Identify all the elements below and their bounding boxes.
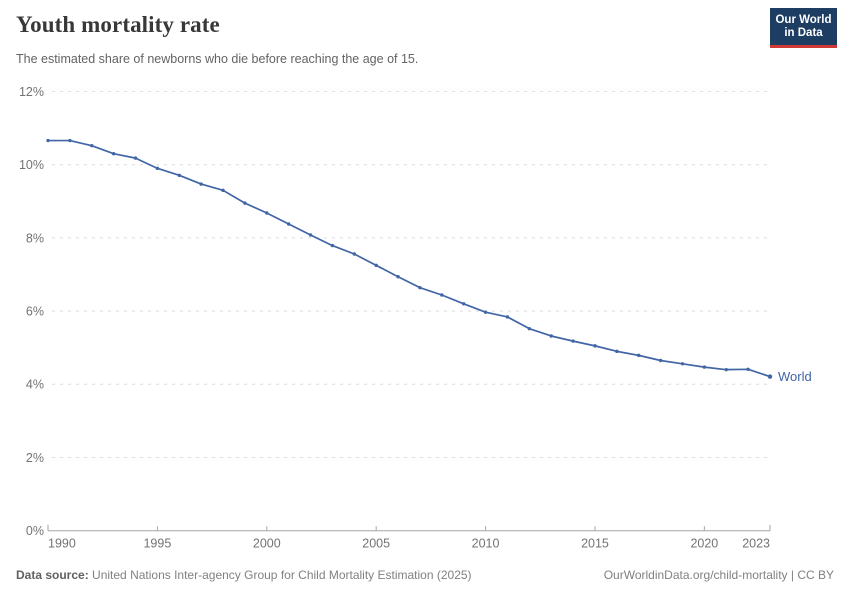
data-point[interactable] bbox=[352, 252, 357, 256]
x-tick-label: 2005 bbox=[362, 537, 390, 551]
data-point[interactable] bbox=[549, 334, 553, 338]
data-source-label: Data source: bbox=[16, 568, 89, 582]
x-tick-label: 2010 bbox=[472, 537, 500, 551]
data-point[interactable] bbox=[265, 211, 269, 215]
y-tick-label: 8% bbox=[26, 231, 44, 245]
data-point[interactable] bbox=[155, 166, 160, 171]
data-point[interactable] bbox=[221, 188, 225, 193]
data-source: Data source: United Nations Inter-agency… bbox=[16, 568, 472, 582]
data-point[interactable] bbox=[330, 243, 335, 248]
chart-canvas[interactable]: 0% 2% 4% 6% 8% 10% 12% 1990 1995 2000 2005 2010 2015… bbox=[0, 80, 850, 558]
page-title: Youth mortality rate bbox=[16, 12, 220, 37]
y-tick-label: 0% bbox=[26, 524, 44, 538]
data-point[interactable] bbox=[637, 353, 641, 358]
series-label-world[interactable]: World bbox=[778, 369, 812, 384]
data-point[interactable] bbox=[702, 365, 707, 369]
data-point[interactable] bbox=[133, 156, 138, 160]
data-point[interactable] bbox=[483, 310, 488, 314]
data-point[interactable] bbox=[527, 326, 532, 331]
data-point[interactable] bbox=[724, 367, 728, 372]
data-point[interactable] bbox=[615, 349, 619, 354]
y-tick-label: 4% bbox=[26, 378, 44, 392]
x-tick-label: 1995 bbox=[143, 537, 171, 551]
y-tick-label: 10% bbox=[19, 158, 44, 172]
data-point[interactable] bbox=[593, 344, 597, 348]
data-point[interactable] bbox=[746, 367, 750, 371]
data-point[interactable] bbox=[396, 274, 400, 279]
chart-subtitle: The estimated share of newborns who die … bbox=[16, 52, 419, 66]
data-point[interactable] bbox=[243, 201, 247, 205]
data-line-world[interactable] bbox=[47, 139, 771, 378]
data-point[interactable] bbox=[374, 263, 378, 268]
data-point[interactable] bbox=[440, 293, 444, 297]
data-point[interactable] bbox=[68, 138, 72, 143]
owid-logo-line2: in Data bbox=[784, 27, 823, 39]
x-tick-label: 2015 bbox=[581, 537, 609, 551]
data-point[interactable] bbox=[286, 222, 291, 226]
x-tick-label: 2020 bbox=[690, 537, 718, 551]
y-tick-label: 6% bbox=[26, 304, 44, 318]
data-point[interactable] bbox=[177, 173, 181, 178]
data-point[interactable] bbox=[767, 374, 773, 379]
data-point[interactable] bbox=[418, 285, 422, 290]
data-point[interactable] bbox=[505, 315, 510, 319]
data-point[interactable] bbox=[308, 233, 313, 237]
data-point[interactable] bbox=[90, 143, 94, 148]
chart-footer: Data source: United Nations Inter-agency… bbox=[16, 568, 834, 582]
owid-logo[interactable]: Our World in Data bbox=[770, 8, 837, 48]
x-tick-label: 1990 bbox=[48, 537, 76, 551]
x-tick-label: 2023 bbox=[742, 537, 770, 551]
data-point[interactable] bbox=[658, 358, 663, 363]
data-point[interactable] bbox=[461, 302, 466, 306]
y-tick-label: 12% bbox=[19, 85, 44, 99]
data-point[interactable] bbox=[111, 152, 116, 156]
footer-link[interactable]: OurWorldinData.org/child-mortality | CC … bbox=[603, 568, 834, 582]
data-point[interactable] bbox=[199, 182, 203, 186]
data-point[interactable] bbox=[571, 339, 575, 343]
y-tick-label: 2% bbox=[26, 451, 44, 465]
owid-logo-line1: Our World bbox=[775, 14, 832, 26]
data-point[interactable] bbox=[680, 362, 685, 366]
data-source-text: United Nations Inter-agency Group for Ch… bbox=[92, 568, 472, 582]
x-tick-label: 2000 bbox=[253, 537, 281, 551]
data-point[interactable] bbox=[46, 138, 50, 143]
